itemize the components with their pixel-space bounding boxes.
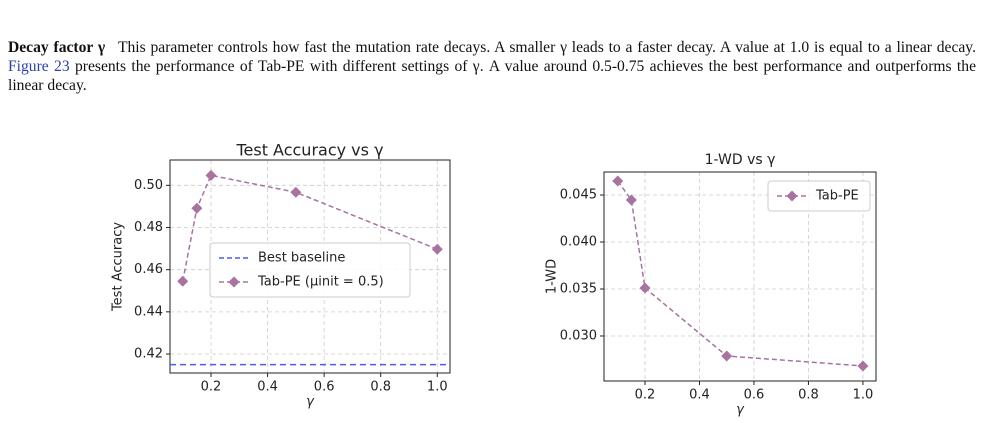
- y-tick-label: 0.44: [134, 304, 163, 319]
- legend-marker: [228, 276, 240, 288]
- x-tick-label: 0.4: [257, 380, 278, 395]
- y-tick-label: 0.035: [560, 281, 597, 296]
- marker: [290, 186, 302, 198]
- y-tick-label: 0.045: [560, 188, 597, 203]
- legend-marker: [786, 190, 798, 202]
- heading: Decay factor γ: [8, 39, 106, 56]
- x-tick-label: 0.6: [314, 380, 335, 395]
- legend-box: [767, 180, 871, 212]
- marker: [721, 350, 733, 362]
- marker: [612, 175, 624, 187]
- plot-frame: [603, 171, 877, 382]
- y-tick-label: 0.42: [134, 347, 163, 362]
- marker: [177, 275, 189, 287]
- paragraph: Decay factor γ This parameter controls h…: [8, 38, 976, 95]
- x-tick-label: 0.2: [201, 380, 222, 395]
- y-tick-label: 0.48: [134, 220, 163, 235]
- legend-label: Tab-PE (μinit = 0.5): [257, 275, 384, 290]
- y-axis-label: Test Accuracy: [111, 222, 126, 312]
- x-tick-label: 1.0: [427, 380, 448, 395]
- marker: [625, 194, 637, 206]
- marker: [639, 282, 651, 294]
- y-tick-label: 0.040: [560, 235, 597, 250]
- x-tick-label: 0.6: [744, 388, 765, 403]
- plot-frame: [169, 159, 451, 374]
- y-tick-label: 0.030: [560, 328, 597, 343]
- x-tick-label: 1.0: [853, 388, 874, 403]
- x-tick-label: 0.4: [689, 388, 710, 403]
- x-axis-label: γ: [306, 395, 315, 410]
- y-axis-label: 1-WD: [545, 259, 560, 294]
- x-tick-label: 0.8: [370, 380, 391, 395]
- marker: [191, 202, 203, 214]
- chart-title: 1-WD vs γ: [705, 152, 776, 168]
- chart-title: Test Accuracy vs γ: [235, 141, 383, 160]
- legend-label: Tab-PE: [815, 189, 859, 204]
- marker: [205, 169, 217, 181]
- marker: [431, 243, 443, 255]
- y-tick-label: 0.46: [134, 262, 163, 277]
- body-text: This parameter controls how fast the mut…: [117, 39, 976, 56]
- x-axis-label: γ: [736, 403, 745, 418]
- legend-label: Best baseline: [258, 251, 345, 266]
- x-tick-label: 0.2: [635, 388, 656, 403]
- series-line: [181, 174, 438, 282]
- figure-ref[interactable]: Figure 23: [8, 58, 70, 75]
- y-tick-label: 0.50: [134, 178, 163, 193]
- body-text: presents the performance of Tab-PE with …: [8, 58, 976, 94]
- marker: [857, 360, 869, 372]
- x-tick-label: 0.8: [798, 388, 819, 403]
- legend-box: [209, 242, 411, 298]
